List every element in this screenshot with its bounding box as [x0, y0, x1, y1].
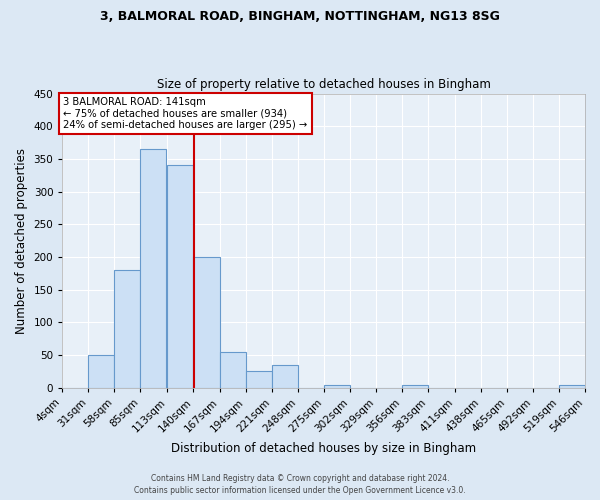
Title: Size of property relative to detached houses in Bingham: Size of property relative to detached ho…: [157, 78, 491, 91]
Bar: [559, 384, 585, 388]
X-axis label: Distribution of detached houses by size in Bingham: Distribution of detached houses by size …: [171, 442, 476, 455]
Bar: [402, 384, 428, 388]
Bar: [272, 365, 298, 388]
Text: 3 BALMORAL ROAD: 141sqm
← 75% of detached houses are smaller (934)
24% of semi-d: 3 BALMORAL ROAD: 141sqm ← 75% of detache…: [63, 97, 308, 130]
Bar: [220, 352, 245, 388]
Bar: [115, 270, 140, 388]
Bar: [193, 257, 220, 388]
Text: 3, BALMORAL ROAD, BINGHAM, NOTTINGHAM, NG13 8SG: 3, BALMORAL ROAD, BINGHAM, NOTTINGHAM, N…: [100, 10, 500, 23]
Bar: [140, 149, 166, 388]
Bar: [245, 372, 272, 388]
Bar: [167, 166, 193, 388]
Text: Contains HM Land Registry data © Crown copyright and database right 2024.
Contai: Contains HM Land Registry data © Crown c…: [134, 474, 466, 495]
Bar: [323, 384, 350, 388]
Y-axis label: Number of detached properties: Number of detached properties: [15, 148, 28, 334]
Bar: [88, 355, 115, 388]
